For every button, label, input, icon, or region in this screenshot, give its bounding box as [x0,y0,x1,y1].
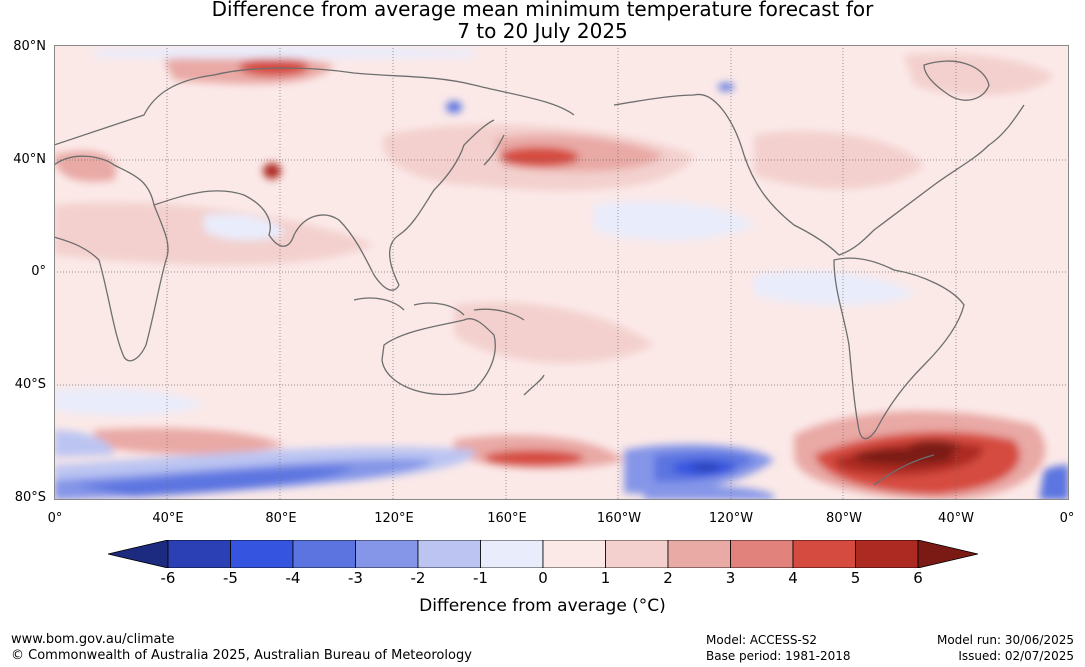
colorbar-swatch [480,540,544,568]
colorbar-tick-label: 1 [600,569,611,587]
colorbar-swatch [542,540,606,568]
colorbar-tick-label: -4 [285,569,301,587]
colorbar-swatch [292,540,356,568]
colorbar-tick-label: 5 [850,569,861,587]
footer-copyright: © Commonwealth of Australia 2025, Austra… [11,648,472,663]
colorbar-tick-label: 6 [913,569,923,587]
footer-model-run: Model run: 30/06/2025 [936,633,1074,647]
colorbar-tick-label: 2 [663,569,673,587]
lon-label-120w: 120°W [708,511,754,526]
lon-label-160w: 160°W [596,511,642,526]
lat-label-40n: 40°N [13,152,46,167]
colorbar-swatch [605,540,669,568]
anomaly-fields [54,46,1069,500]
colorbar-swatch [355,540,419,568]
colorbar-tick-label: -2 [410,569,426,587]
lat-label-equator: 0° [31,264,46,279]
lon-label-160e: 160°E [487,511,527,526]
colorbar-swatch [417,540,481,568]
footer-base-period: Base period: 1981-2018 [706,649,851,663]
colorbar [108,540,978,568]
colorbar-tick-label: -3 [348,569,363,587]
map-title-line-2: 7 to 20 July 2025 [457,19,628,43]
lon-label-120e: 120°E [374,511,414,526]
colorbar-title: Difference from average (°C) [419,596,666,616]
colorbar-tick-label: 3 [725,569,736,587]
lon-label-0-left: 0° [47,511,63,526]
lat-label-80s: 80°S [14,490,46,505]
lat-label-80n: 80°N [13,39,46,54]
colorbar-extend-high [917,540,978,568]
colorbar-swatch [167,540,231,568]
colorbar-extend-low [108,540,169,568]
colorbar-swatch [230,540,294,568]
map-title-line-1: Difference from average mean minimum tem… [211,0,874,21]
colorbar-swatch [792,540,856,568]
footer-issued: Issued: 02/07/2025 [958,649,1074,663]
forecast-anomaly-map [54,45,1069,500]
colorbar-tick-label: 0 [538,569,548,587]
footer-model: Model: ACCESS-S2 [706,633,818,647]
colorbar-tick-label: -6 [160,569,176,587]
lat-label-40s: 40°S [14,377,46,392]
lon-label-0-right: 0° [1059,511,1075,526]
colorbar-swatch [667,540,731,568]
colorbar-tick-label: 4 [788,569,798,587]
footer-website: www.bom.gov.au/climate [11,632,175,647]
colorbar-swatch [855,540,919,568]
lon-label-40e: 40°E [152,511,184,526]
lon-label-80e: 80°E [265,511,297,526]
colorbar-swatch [730,540,794,568]
graticule [54,45,1069,500]
lon-label-80w: 80°W [826,511,862,526]
lon-label-40w: 40°W [938,511,974,526]
coastlines [54,60,1025,486]
colorbar-tick-label: -1 [473,569,488,587]
colorbar-tick-label: -5 [223,569,238,587]
map-frame [54,45,1069,500]
